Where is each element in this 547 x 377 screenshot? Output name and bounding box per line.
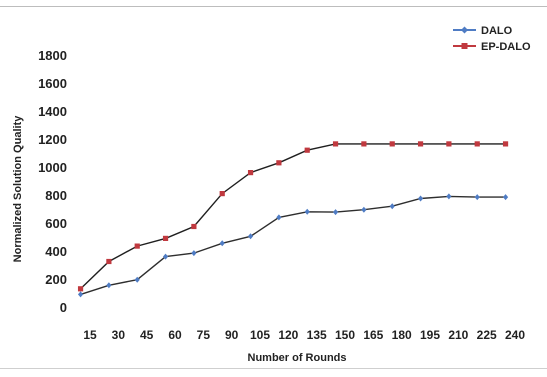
ep-dalo-point bbox=[304, 147, 310, 153]
y-tick-label: 800 bbox=[45, 188, 67, 203]
ep-dalo-point bbox=[106, 258, 112, 265]
ep-dalo-point bbox=[502, 141, 509, 147]
dalo-point bbox=[502, 194, 509, 201]
x-axis-label: Number of Rounds bbox=[248, 352, 347, 364]
dalo-point bbox=[162, 253, 169, 260]
y-axis-label: Normalized Solution Quality bbox=[12, 115, 24, 263]
dalo-point bbox=[389, 203, 395, 210]
legend-dalo-label: DALO bbox=[481, 25, 513, 37]
y-tick-label: 1800 bbox=[38, 48, 67, 63]
y-tick-label: 400 bbox=[45, 244, 67, 259]
legend-ep-dalo-label: EP-DALO bbox=[481, 41, 531, 53]
x-tick-label: 90 bbox=[225, 328, 239, 342]
dalo-point bbox=[304, 208, 310, 215]
ep-dalo-point bbox=[276, 160, 282, 166]
x-tick-label: 30 bbox=[112, 328, 126, 342]
top-divider bbox=[0, 6, 547, 7]
dalo-point bbox=[191, 250, 197, 257]
x-axis-ticks: 15 30 45 60 75 90 105 120 135 150 165 180 195 210 225 2… bbox=[83, 328, 525, 342]
y-tick-label: 1000 bbox=[38, 160, 67, 175]
dalo-point bbox=[134, 276, 140, 283]
ep-dalo-point bbox=[247, 170, 254, 176]
bottom-divider bbox=[0, 368, 547, 369]
ep-dalo-point bbox=[77, 286, 84, 292]
ep-dalo-point bbox=[219, 191, 225, 197]
legend-dalo-marker bbox=[461, 26, 468, 34]
dalo-line bbox=[80, 195, 506, 296]
x-tick-label: 60 bbox=[168, 328, 182, 342]
ep-dalo-point bbox=[417, 141, 424, 147]
dalo-point bbox=[77, 291, 84, 298]
x-tick-label: 15 bbox=[83, 328, 97, 342]
dalo-point bbox=[276, 214, 282, 221]
ep-dalo-point bbox=[474, 141, 480, 147]
dalo-point bbox=[474, 194, 480, 201]
ep-dalo-point bbox=[389, 141, 395, 147]
x-tick-label: 150 bbox=[335, 328, 355, 342]
ep-dalo-point bbox=[191, 223, 197, 230]
x-tick-label: 180 bbox=[392, 328, 412, 342]
x-tick-label: 75 bbox=[197, 328, 211, 342]
y-axis-ticks: 0 200 400 600 800 1000 1200 1400 1600 1800 bbox=[38, 48, 67, 315]
x-tick-label: 135 bbox=[307, 328, 327, 342]
y-tick-label: 1600 bbox=[38, 76, 67, 91]
x-tick-label: 225 bbox=[477, 328, 497, 342]
dalo-point bbox=[247, 233, 254, 240]
x-tick-label: 105 bbox=[250, 328, 270, 342]
ep-dalo-point bbox=[332, 141, 339, 147]
x-tick-label: 165 bbox=[363, 328, 383, 342]
legend: DALO EP-DALO bbox=[453, 25, 531, 53]
dalo-point bbox=[106, 282, 112, 289]
ep-dalo-point bbox=[361, 141, 367, 147]
dalo-point bbox=[417, 195, 424, 202]
legend-ep-dalo-marker bbox=[461, 43, 468, 49]
series-layer bbox=[77, 141, 509, 298]
x-tick-label: 240 bbox=[505, 328, 525, 342]
y-tick-label: 0 bbox=[60, 300, 67, 315]
x-tick-label: 210 bbox=[448, 328, 468, 342]
y-tick-label: 1200 bbox=[38, 132, 67, 147]
x-tick-label: 120 bbox=[278, 328, 298, 342]
y-tick-label: 1400 bbox=[38, 104, 67, 119]
dalo-point bbox=[219, 240, 225, 247]
x-tick-label: 45 bbox=[140, 328, 154, 342]
ep-dalo-point bbox=[446, 141, 452, 147]
x-tick-label: 195 bbox=[420, 328, 440, 342]
y-tick-label: 200 bbox=[45, 272, 67, 287]
ep-dalo-line bbox=[80, 143, 506, 290]
ep-dalo-point bbox=[162, 235, 169, 241]
dalo-point bbox=[361, 206, 367, 213]
dalo-point bbox=[446, 193, 452, 200]
ep-dalo-point bbox=[134, 243, 140, 249]
y-tick-label: 600 bbox=[45, 216, 67, 231]
dalo-point bbox=[332, 209, 339, 216]
